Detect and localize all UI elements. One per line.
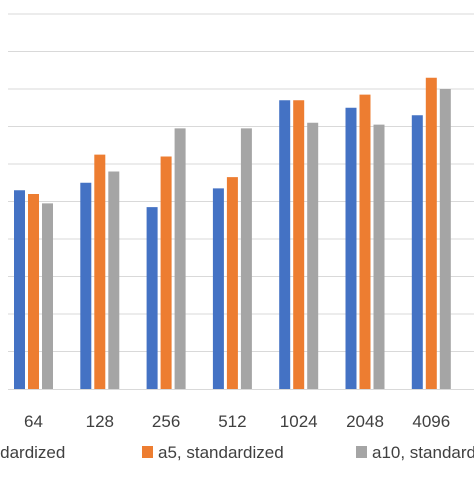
legend-label-2: a5, standardized (158, 443, 284, 462)
bar-1-64 (14, 190, 25, 389)
x-tick-label: 4096 (412, 412, 450, 431)
x-tick-label: 128 (86, 412, 114, 431)
bar-1-512 (212, 188, 224, 389)
bar-3-128 (108, 171, 120, 389)
legend-label-1: standardized (0, 443, 65, 462)
legend-swatch-2 (142, 446, 153, 458)
bar-1-256 (146, 207, 158, 389)
bar-2-512 (226, 177, 238, 389)
legend-label-3: a10, standard (372, 443, 474, 462)
x-tick-label: 256 (152, 412, 180, 431)
bar-1-128 (80, 182, 92, 389)
bar-2-1024 (293, 100, 305, 389)
x-tick-label: 64 (24, 412, 43, 431)
bar-1-2048 (345, 107, 357, 389)
bar-1-1024 (279, 100, 291, 389)
bar-3-1024 (307, 122, 319, 389)
x-tick-label: 512 (218, 412, 246, 431)
bar-3-2048 (373, 124, 385, 389)
bar-1-4096 (411, 115, 423, 389)
bar-2-256 (160, 156, 172, 389)
legend-swatch-3 (356, 446, 367, 458)
bar-3-64 (42, 203, 53, 389)
bar-2-128 (94, 154, 106, 389)
x-tick-labels: 64 128 256 512 1024 2048 4096 (24, 412, 450, 431)
bar-3-512 (240, 128, 252, 389)
legend: standardized a5, standardized a10, standar… (0, 443, 474, 462)
bar-2-4096 (425, 77, 437, 389)
x-tick-label: 1024 (280, 412, 318, 431)
bar-3-4096 (439, 89, 451, 389)
bar-2-2048 (359, 94, 371, 389)
bars (14, 77, 451, 389)
bar-3-256 (174, 128, 186, 389)
bar-2-64 (28, 194, 39, 389)
x-tick-label: 2048 (346, 412, 384, 431)
